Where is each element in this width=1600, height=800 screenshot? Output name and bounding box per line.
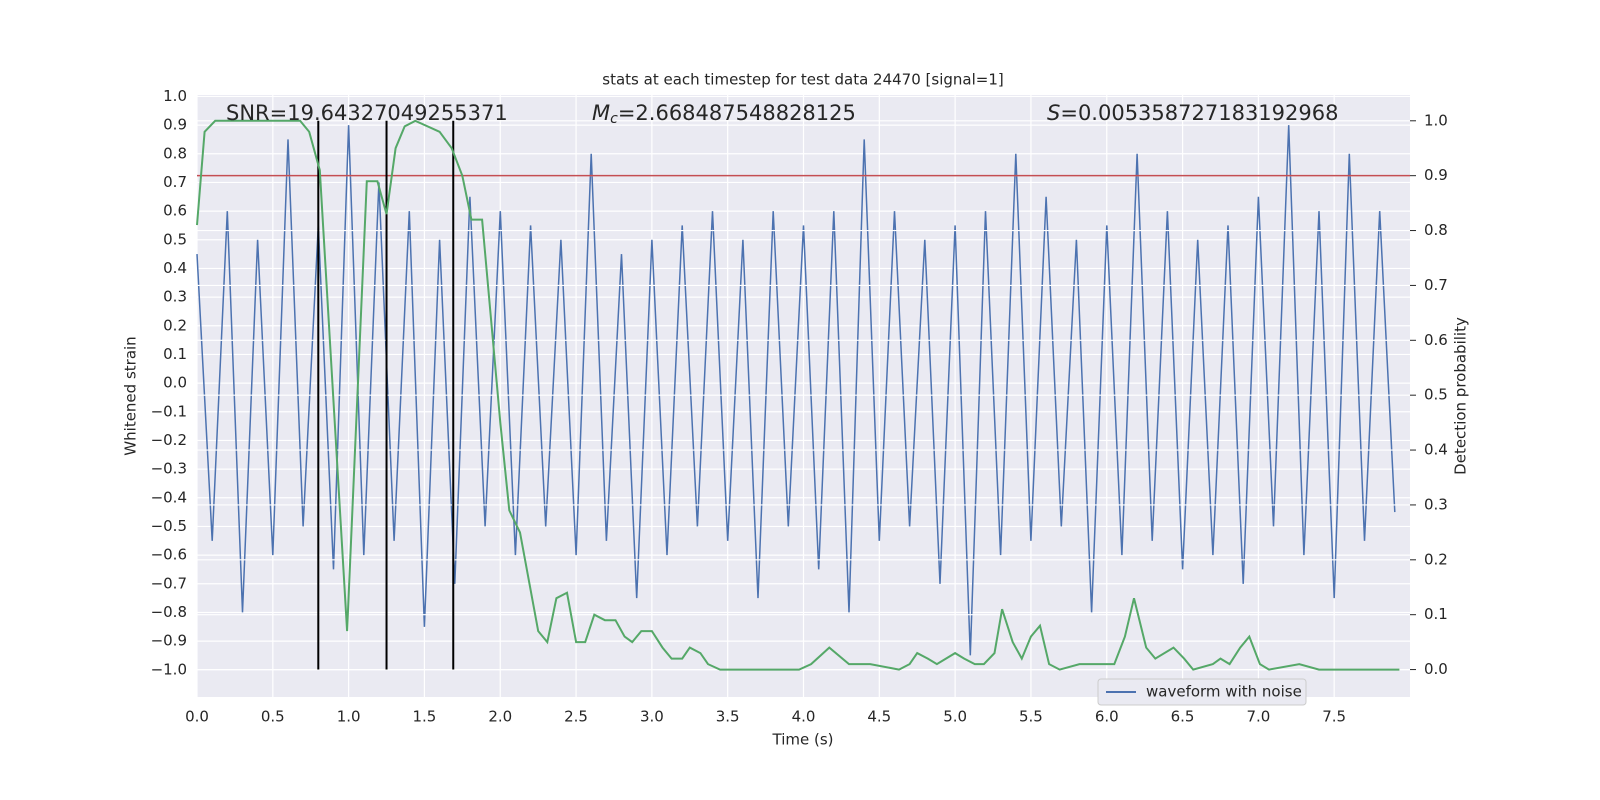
y-tick-label: 0.3	[163, 288, 187, 306]
x-tick-label: 6.0	[1095, 708, 1119, 726]
y-tick-label: −0.8	[151, 603, 187, 621]
y2-tick-label: 0.6	[1424, 331, 1448, 349]
annotation-text: =2.668487548828125	[618, 101, 856, 125]
x-tick-label: 2.0	[488, 708, 512, 726]
y2-tick-label: 0.4	[1424, 441, 1448, 459]
y-tick-label: 0.8	[163, 144, 187, 162]
x-tick-label: 0.5	[261, 708, 285, 726]
annotation-text: =0.005358727183192968	[1060, 101, 1338, 125]
y2-tick-label: 0.3	[1424, 495, 1448, 513]
y-tick-label: −1.0	[151, 660, 187, 678]
annotation-symbol: S	[1047, 101, 1060, 125]
y-tick-label: −0.9	[151, 632, 187, 650]
annotation-subscript: c	[610, 111, 618, 127]
y-tick-label: −0.7	[151, 574, 187, 592]
annotation-symbol: M	[592, 101, 610, 125]
annotation: S=0.005358727183192968	[1047, 101, 1338, 125]
y2-tick-label: 1.0	[1424, 111, 1448, 129]
y2-tick-label: 0.9	[1424, 166, 1448, 184]
x-tick-label: 6.5	[1171, 708, 1195, 726]
y2-tick-label: 0.2	[1424, 550, 1448, 568]
y2-tick-label: 0.1	[1424, 605, 1448, 623]
y-tick-label: 0.0	[163, 374, 187, 392]
y-tick-label: 0.7	[163, 173, 187, 191]
y-tick-label: −0.5	[151, 517, 187, 535]
y-tick-label: −0.1	[151, 402, 187, 420]
y-tick-label: −0.2	[151, 431, 187, 449]
x-tick-label: 5.5	[1019, 708, 1043, 726]
x-tick-label: 1.0	[337, 708, 361, 726]
legend-label: waveform with noise	[1146, 683, 1302, 701]
x-axis-label: Time (s)	[772, 731, 834, 749]
x-tick-label: 1.5	[413, 708, 437, 726]
y2-tick-label: 0.5	[1424, 386, 1448, 404]
chart-title: stats at each timestep for test data 244…	[602, 71, 1003, 89]
x-tick-label: 3.0	[640, 708, 664, 726]
y-tick-label: 1.0	[163, 87, 187, 105]
x-tick-label: 2.5	[564, 708, 588, 726]
x-tick-label: 5.0	[943, 708, 967, 726]
y2-tick-label: 0.8	[1424, 221, 1448, 239]
y2-axis-label: Detection probability	[1452, 317, 1470, 475]
y2-tick-label: 0.7	[1424, 276, 1448, 294]
y2-tick-label: 0.0	[1424, 660, 1448, 678]
annotation: Mc=2.668487548828125	[592, 101, 856, 127]
x-tick-label: 7.0	[1246, 708, 1270, 726]
y-tick-label: −0.4	[151, 488, 187, 506]
x-tick-label: 7.5	[1322, 708, 1346, 726]
x-tick-label: 0.0	[185, 708, 209, 726]
y-axis-label: Whitened strain	[122, 336, 140, 455]
y-tick-label: 0.1	[163, 345, 187, 363]
probability-line	[196, 119, 1400, 671]
y-tick-label: 0.2	[163, 316, 187, 334]
y-tick-label: −0.3	[151, 460, 187, 478]
y-tick-label: −0.6	[151, 546, 187, 564]
y-tick-label: 0.9	[163, 116, 187, 134]
waveform-line	[196, 125, 1396, 656]
legend-box	[1097, 678, 1307, 706]
annotation-text: SNR=19.64327049255371	[226, 101, 508, 125]
annotation: SNR=19.64327049255371	[226, 101, 508, 125]
y-tick-label: 0.6	[163, 202, 187, 220]
x-tick-label: 4.0	[792, 708, 816, 726]
y-tick-label: 0.4	[163, 259, 187, 277]
y-tick-label: 0.5	[163, 230, 187, 248]
x-tick-label: 4.5	[867, 708, 891, 726]
x-tick-label: 3.5	[716, 708, 740, 726]
